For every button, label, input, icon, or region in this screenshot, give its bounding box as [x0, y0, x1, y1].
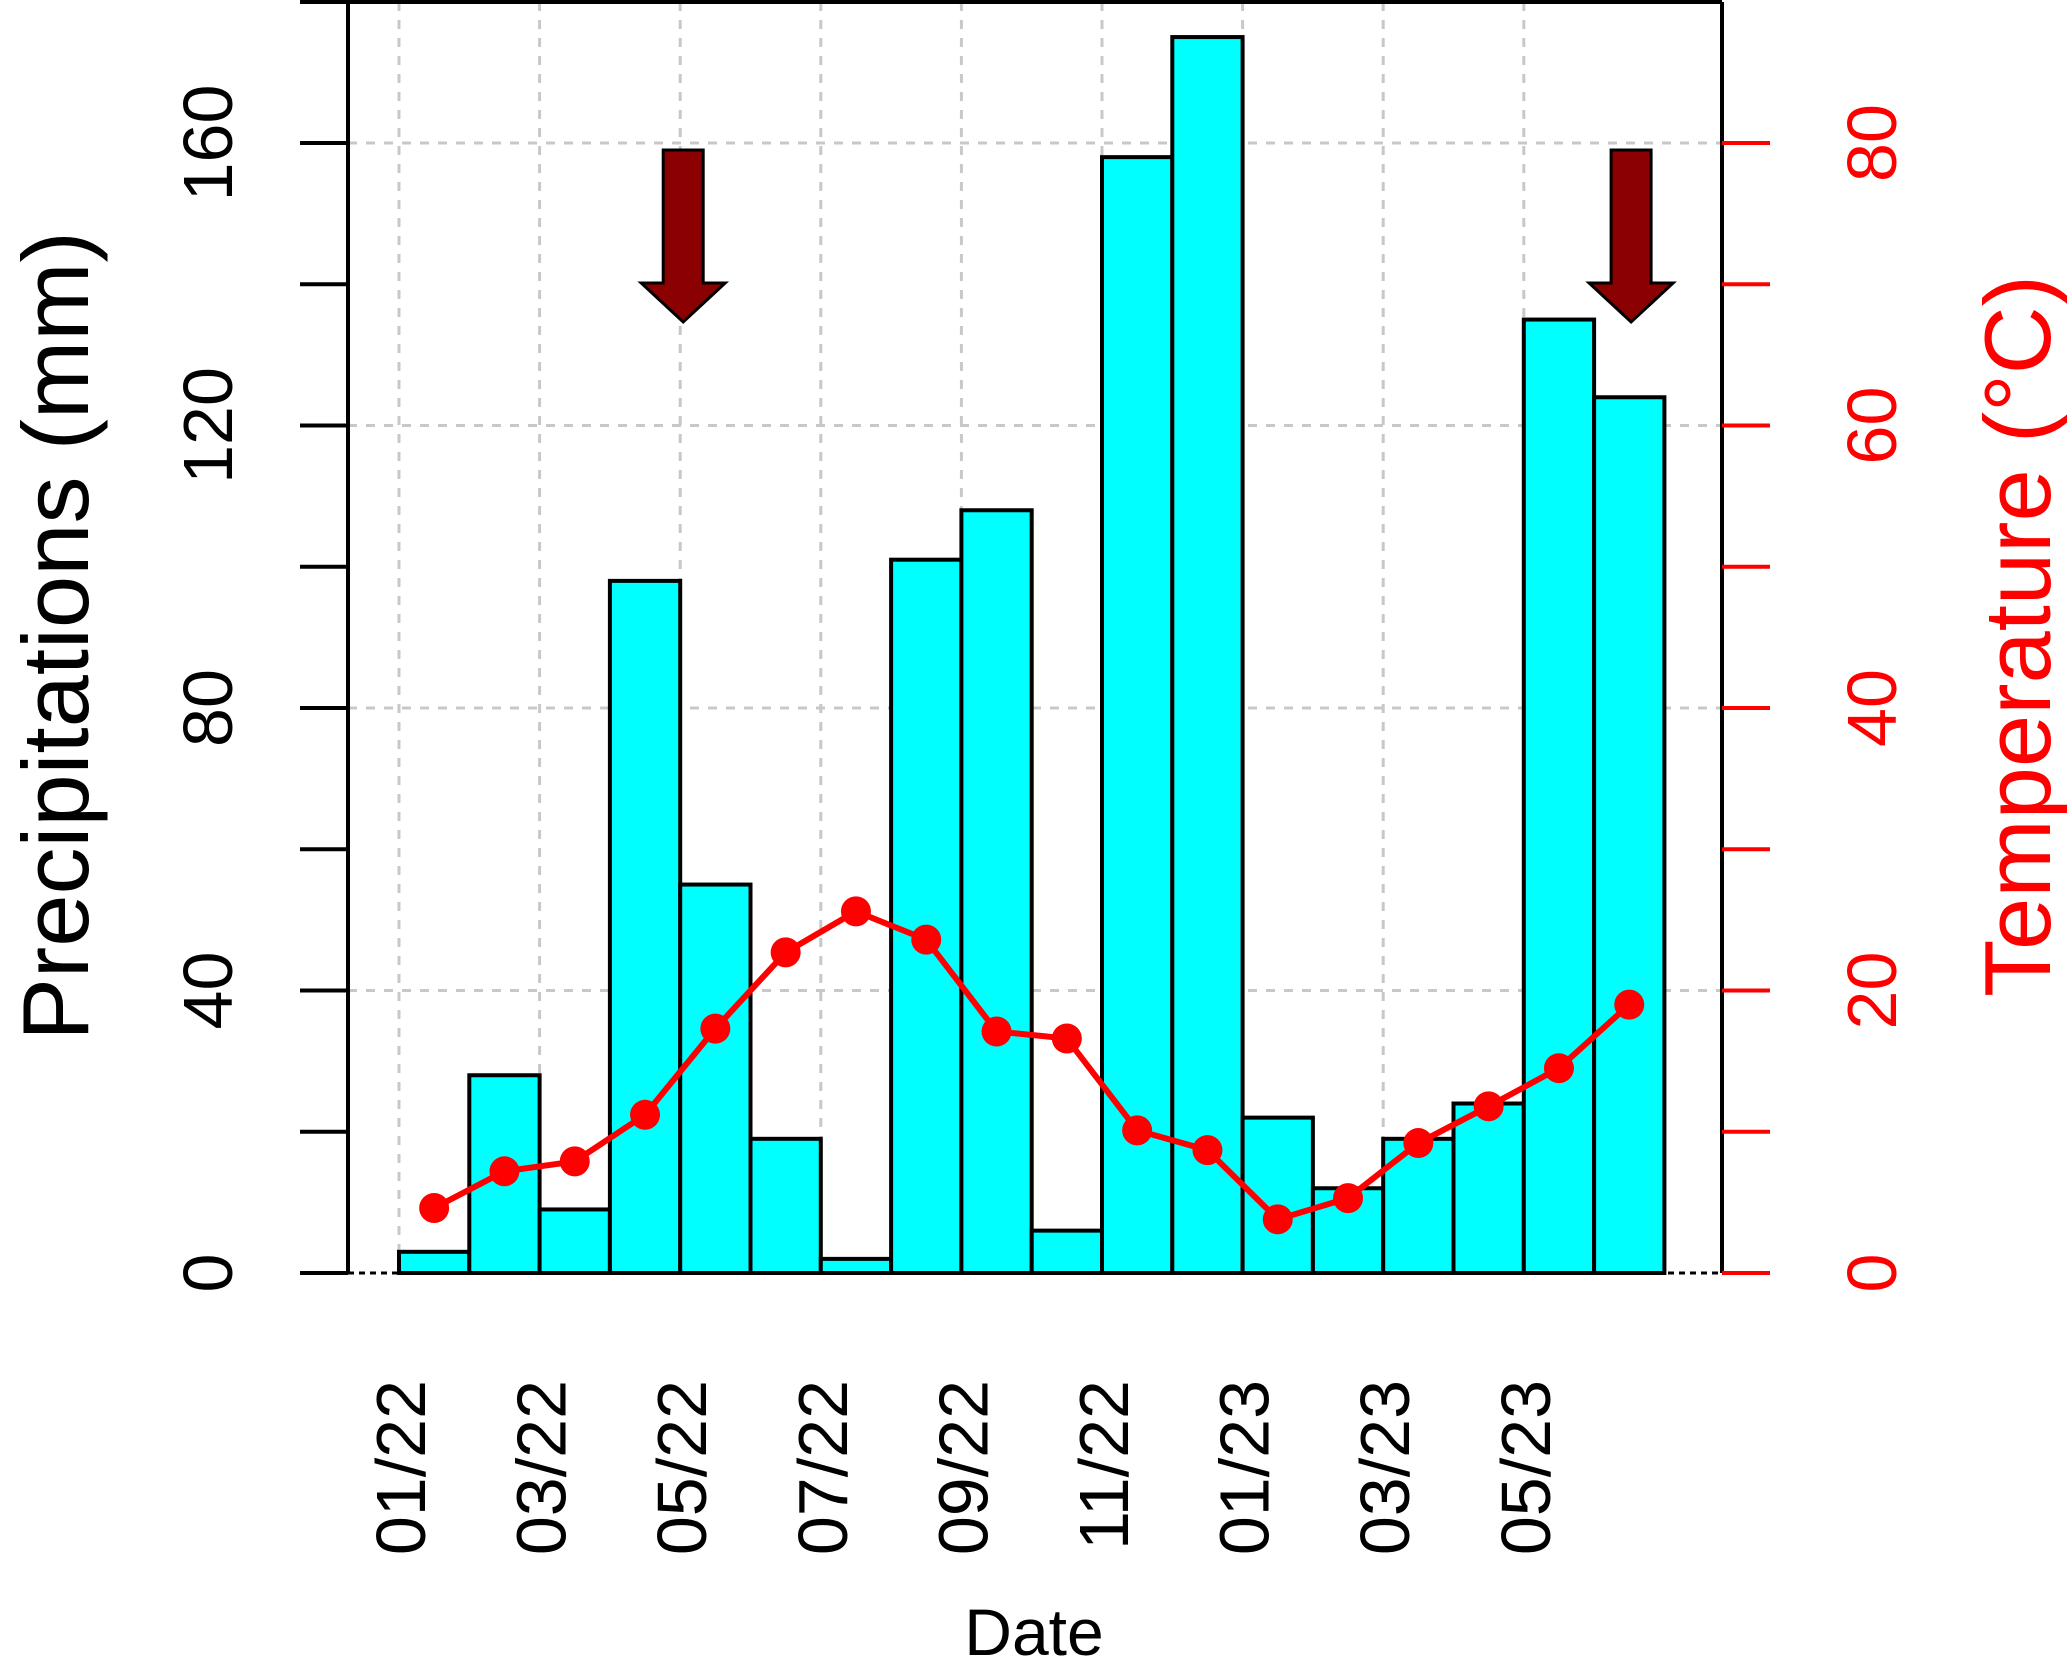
precipitation-bar — [1521, 317, 1597, 1275]
temperature-point — [911, 924, 942, 955]
right-tick-label: 40 — [1833, 669, 1911, 747]
x-tick-label: 07/22 — [784, 1380, 862, 1555]
temperature-point — [981, 1016, 1012, 1047]
right-tick-label: 80 — [1833, 104, 1911, 182]
x-tick-label: 01/22 — [362, 1380, 440, 1555]
axes — [300, 0, 1770, 1275]
precipitation-bar — [397, 1249, 472, 1275]
annotation-arrows — [637, 148, 1677, 325]
left-tick-label: 80 — [169, 669, 247, 747]
x-tick-label: 03/22 — [503, 1380, 581, 1555]
x-tick-label: 05/22 — [643, 1380, 721, 1555]
temperature-point — [1051, 1023, 1082, 1054]
precipitation-bar — [1451, 1101, 1526, 1275]
temperature-point — [1122, 1115, 1153, 1146]
temperature-point — [489, 1156, 520, 1187]
precipitation-bars — [348, 35, 1722, 1275]
precipitation-bar — [1592, 395, 1667, 1275]
precipitation-bar — [889, 557, 964, 1275]
temperature-point — [1333, 1183, 1364, 1214]
precipitation-bar — [1029, 1228, 1104, 1275]
precipitation-bar — [959, 508, 1034, 1275]
y-axis-title-right: Temperature (°C) — [1965, 275, 2067, 997]
grid — [348, 2, 1722, 1273]
down-arrow — [637, 148, 730, 325]
y-axis-title-left: Precipitations (mm) — [3, 231, 108, 1041]
precipitation-bar — [1100, 155, 1175, 1275]
x-tick-label: 09/22 — [924, 1380, 1002, 1555]
precipitation-bar — [748, 1136, 823, 1275]
axis-labels: 0 40 80 120 160 0 20 40 60 80 01/22 03/22 05/22 07/22… — [3, 85, 2067, 1662]
temperature-point — [1262, 1204, 1293, 1235]
precipitation-bar — [818, 1256, 894, 1275]
down-arrow — [1585, 148, 1677, 325]
left-tick-label: 0 — [169, 1254, 247, 1293]
temperature-line — [419, 896, 1645, 1235]
left-tick-label: 120 — [169, 367, 247, 484]
x-tick-label: 05/23 — [1487, 1380, 1565, 1555]
right-tick-label: 60 — [1833, 387, 1911, 465]
temperature-point — [630, 1099, 661, 1130]
temperature-point — [700, 1013, 731, 1044]
temperature-point — [1614, 989, 1645, 1020]
temperature-point — [840, 896, 871, 927]
temperature-point — [419, 1193, 450, 1224]
temperature-point — [770, 937, 801, 968]
right-tick-label: 20 — [1833, 952, 1911, 1030]
precipitation-bar — [537, 1207, 612, 1275]
x-axis-title: Date — [964, 1595, 1103, 1662]
precipitation-bar — [1170, 35, 1245, 1275]
x-tick-label: 01/23 — [1206, 1380, 1284, 1555]
temperature-point — [1192, 1135, 1223, 1166]
left-tick-label: 160 — [169, 85, 247, 202]
x-tick-label: 03/23 — [1346, 1380, 1424, 1555]
temperature-point — [559, 1146, 590, 1177]
right-tick-label: 0 — [1833, 1254, 1911, 1293]
temperature-point — [1473, 1091, 1504, 1122]
temperature-point — [1403, 1128, 1434, 1159]
left-tick-label: 40 — [169, 952, 247, 1030]
precipitation-bar — [678, 882, 753, 1275]
precipitation-bar — [607, 578, 683, 1275]
temperature-point — [1543, 1053, 1574, 1084]
x-tick-label: 11/22 — [1065, 1380, 1143, 1550]
